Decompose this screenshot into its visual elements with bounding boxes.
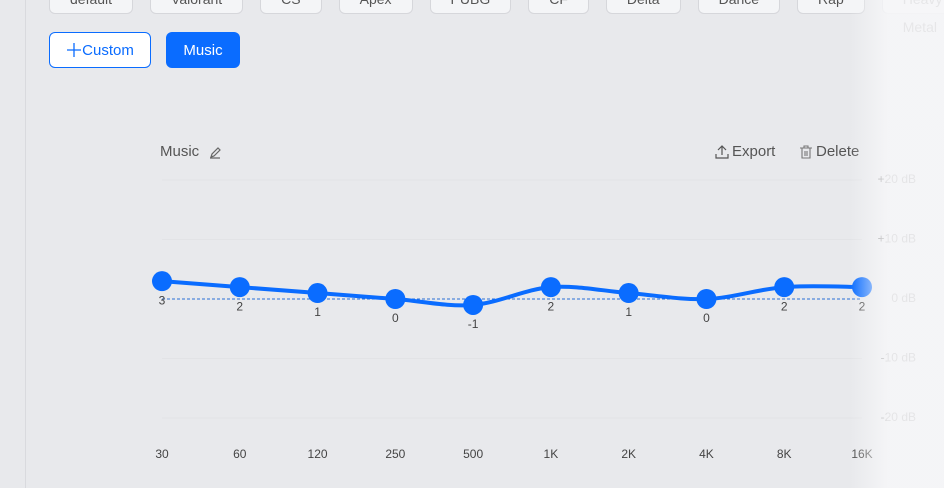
- value-label: 2: [236, 299, 243, 313]
- preset-button[interactable]: CS: [260, 0, 322, 14]
- custom-label: Custom: [82, 41, 134, 59]
- value-label: -1: [468, 317, 479, 331]
- custom-button[interactable]: Custom: [49, 32, 151, 68]
- export-button[interactable]: Export: [715, 143, 775, 160]
- value-label: 1: [314, 305, 321, 319]
- delete-icon: [800, 144, 812, 159]
- preset-button[interactable]: PUBG: [429, 0, 512, 14]
- eq-point[interactable]: [618, 283, 639, 304]
- x-tick-label: 30: [155, 447, 169, 461]
- value-label: 0: [703, 311, 710, 325]
- x-tick-label: 120: [308, 447, 328, 461]
- eq-point[interactable]: [385, 289, 406, 309]
- value-label: 2: [548, 299, 555, 313]
- preset-button[interactable]: Dance: [697, 0, 781, 14]
- edit-icon[interactable]: [202, 144, 224, 160]
- side-panel: [850, 0, 944, 488]
- divider: [25, 0, 26, 488]
- eq-point[interactable]: [696, 289, 717, 309]
- value-label: 0: [392, 311, 399, 325]
- plus-icon: [67, 43, 82, 57]
- music-label: Music: [183, 41, 223, 59]
- x-tick-label: 500: [463, 447, 483, 461]
- value-label: 3: [159, 293, 166, 307]
- export-label: Export: [732, 143, 776, 160]
- x-tick-label: 1K: [544, 447, 559, 461]
- x-tick-label: 4K: [699, 447, 714, 461]
- eq-point[interactable]: [463, 294, 484, 315]
- eq-point[interactable]: [229, 277, 250, 298]
- eq-point[interactable]: [307, 283, 328, 304]
- music-tab[interactable]: Music: [166, 32, 240, 68]
- preset-button[interactable]: Apex: [338, 0, 413, 14]
- x-tick-label: 8K: [777, 447, 792, 461]
- delete-label: Delete: [816, 143, 860, 160]
- value-label: 1: [625, 305, 632, 319]
- preset-button[interactable]: Valorant: [150, 0, 244, 14]
- x-tick-label: 2K: [621, 447, 636, 461]
- preset-title: Music: [160, 143, 224, 160]
- preset-button[interactable]: CF: [528, 0, 589, 14]
- eq-curve: [161, 279, 863, 308]
- preset-button[interactable]: Delta: [605, 0, 681, 14]
- export-icon: [715, 144, 729, 159]
- eq-point[interactable]: [774, 277, 795, 298]
- preset-button[interactable]: default: [49, 0, 134, 14]
- eq-point[interactable]: [540, 277, 561, 298]
- chart-title: Music: [160, 143, 200, 160]
- value-label: 2: [781, 299, 788, 313]
- eq-point[interactable]: [152, 271, 172, 292]
- x-tick-label: 250: [385, 447, 405, 461]
- delete-button[interactable]: Delete: [799, 143, 859, 160]
- x-tick-label: 60: [233, 447, 247, 461]
